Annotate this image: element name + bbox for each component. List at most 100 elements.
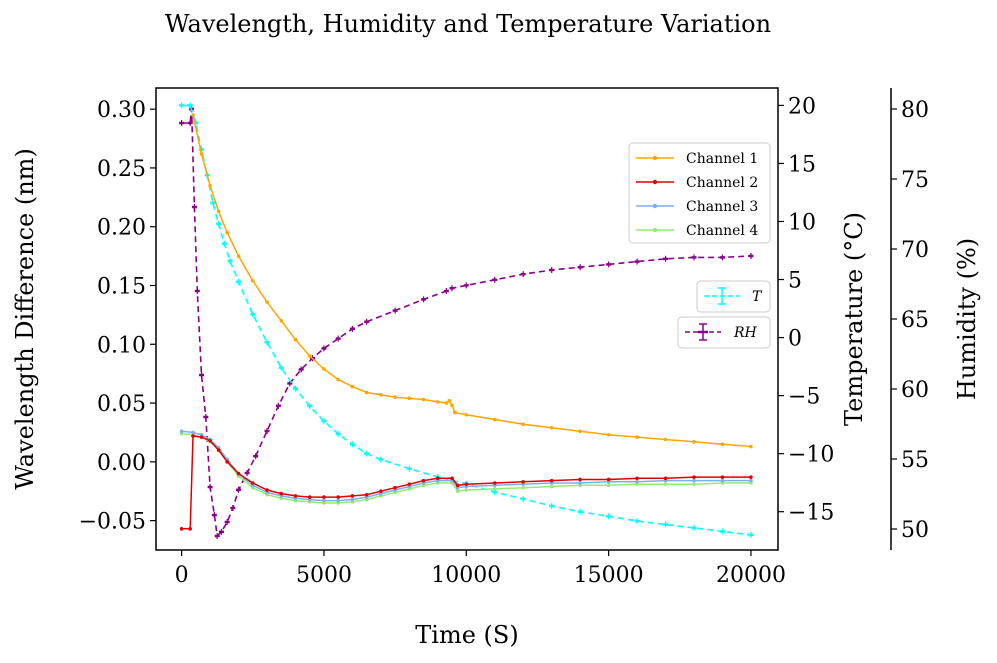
data-point-channel-2 <box>336 495 340 499</box>
humidity-tick-label: 50 <box>901 518 929 543</box>
data-point-channel-2 <box>216 448 221 452</box>
left-y-axis: −0.05 0.00 0.05 0.10 0.15 0.20 0.25 0.30 <box>79 98 156 535</box>
data-point-channel-1 <box>199 152 204 156</box>
x-axis-label: Time (S) <box>415 621 518 649</box>
legend-swatch-dot <box>652 227 658 233</box>
series-line-channel-3 <box>181 430 751 502</box>
legend-humidity: RH <box>677 316 771 349</box>
plot-frame <box>155 87 779 551</box>
data-point-channel-1 <box>720 442 725 446</box>
data-point-channel-2 <box>578 477 582 482</box>
temperature-tick-label: 5 <box>788 269 802 294</box>
data-point-channel-1 <box>447 398 452 403</box>
series-layer <box>179 102 754 539</box>
data-point-channel-1 <box>208 183 212 188</box>
data-point-channel-2 <box>436 476 440 481</box>
legend-swatch-dot <box>652 155 658 161</box>
data-point-channel-2 <box>407 482 412 486</box>
data-point-channel-2 <box>265 488 269 492</box>
data-point-channel-1 <box>322 367 326 371</box>
data-point-channel-4 <box>606 483 611 488</box>
left-tick-label: 0.25 <box>97 157 146 182</box>
left-tick-label: 0.00 <box>97 451 146 476</box>
x-axis: 0 5000 10000 15000 20000 <box>175 550 786 588</box>
legend-rh-label: RH <box>733 325 758 341</box>
data-point-channel-1 <box>549 425 554 430</box>
data-point-channel-2 <box>393 485 397 490</box>
data-point-channel-2 <box>293 494 298 498</box>
x-tick-label: 10000 <box>431 563 501 588</box>
legend-channels: Channel 1 Channel 2 Channel 3 Channel 4 <box>628 142 771 244</box>
data-point-channel-2 <box>421 478 426 483</box>
data-point-channel-3 <box>336 498 340 503</box>
data-point-channel-1 <box>635 435 639 439</box>
humidity-tick-label: 70 <box>901 238 929 263</box>
data-point-channel-1 <box>216 209 221 214</box>
data-point-channel-4 <box>492 487 497 491</box>
x-tick-label: 0 <box>175 563 189 588</box>
data-point-channel-2 <box>635 476 639 481</box>
data-point-channel-1 <box>749 444 753 449</box>
x-tick-label: 20000 <box>716 563 786 588</box>
data-point-channel-1 <box>191 113 195 117</box>
legend-label: Channel 3 <box>686 199 758 215</box>
temperature-tick-label: −15 <box>788 501 834 526</box>
left-tick-label: 0.05 <box>97 392 146 417</box>
series-line-channel-4 <box>181 432 751 504</box>
data-point-channel-2 <box>663 476 668 481</box>
temperature-tick-label: 15 <box>788 152 816 177</box>
data-point-channel-2 <box>199 435 204 439</box>
data-point-channel-2 <box>322 495 326 499</box>
humidity-tick-label: 75 <box>901 168 929 193</box>
data-point-channel-1 <box>393 395 397 399</box>
data-point-channel-1 <box>236 254 241 258</box>
data-point-channel-2 <box>549 478 554 483</box>
data-point-channel-1 <box>225 230 229 235</box>
data-point-channel-1 <box>578 429 582 434</box>
humidity-axis: 50 55 60 65 70 75 80 <box>891 98 929 543</box>
left-tick-label: 0.10 <box>97 333 146 358</box>
humidity-tick-label: 65 <box>901 308 929 333</box>
data-point-channel-2 <box>720 475 725 479</box>
data-point-channel-2 <box>364 492 369 497</box>
data-point-channel-2 <box>350 494 355 498</box>
humidity-tick-label: 80 <box>901 98 929 123</box>
data-point-channel-4 <box>549 484 554 489</box>
data-point-channel-3 <box>692 478 696 483</box>
series-channel-4 <box>179 431 753 505</box>
data-point-channel-4 <box>464 488 469 492</box>
temperature-tick-label: 10 <box>788 210 816 235</box>
data-point-channel-2 <box>179 527 184 531</box>
data-point-channel-1 <box>293 337 298 342</box>
x-tick-label: 15000 <box>574 563 644 588</box>
data-point-channel-4 <box>692 482 696 486</box>
data-point-channel-3 <box>720 478 725 483</box>
chart-title: Wavelength, Humidity and Temperature Var… <box>165 10 771 38</box>
data-point-channel-3 <box>191 430 195 435</box>
temperature-axis-label: Temperature (°C) <box>840 212 868 426</box>
data-point-channel-2 <box>250 481 255 485</box>
data-point-channel-2 <box>749 475 753 479</box>
temperature-tick-label: 20 <box>788 94 816 119</box>
data-point-channel-1 <box>453 410 457 415</box>
data-point-channel-2 <box>188 527 192 531</box>
temperature-tick-label: −10 <box>788 443 834 468</box>
data-point-channel-4 <box>521 485 526 490</box>
humidity-tick-label: 55 <box>901 448 929 473</box>
legend-temperature: T <box>696 280 771 313</box>
data-point-channel-2 <box>225 460 229 464</box>
data-point-channel-1 <box>492 417 497 422</box>
data-point-channel-2 <box>208 438 212 443</box>
data-point-channel-1 <box>464 413 469 417</box>
data-point-channel-1 <box>663 437 668 442</box>
data-point-channel-1 <box>250 278 255 283</box>
series-line-t <box>181 104 752 536</box>
data-point-channel-1 <box>379 393 383 397</box>
left-tick-label: 0.30 <box>97 98 146 123</box>
legend-swatch-dot <box>652 203 658 209</box>
data-point-channel-2 <box>692 475 696 479</box>
data-point-channel-2 <box>464 482 469 486</box>
data-point-channel-1 <box>265 300 269 304</box>
data-point-channel-3 <box>635 480 639 484</box>
data-point-channel-3 <box>578 481 582 485</box>
